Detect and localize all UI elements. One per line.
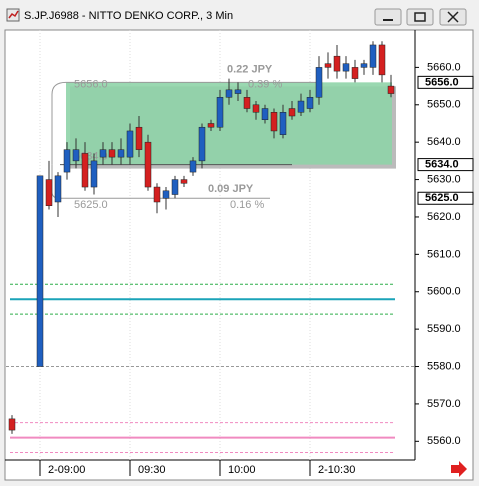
price-marker-label: 5634.0 xyxy=(425,159,459,171)
candle-body xyxy=(252,104,260,113)
y-tick-label: 5650.0 xyxy=(427,99,461,111)
candle-body xyxy=(378,44,386,76)
range-change: 0.22 JPY xyxy=(227,63,273,75)
candle-body xyxy=(270,112,278,132)
candle-body xyxy=(234,89,242,94)
price-marker-box xyxy=(417,158,474,172)
candle-body xyxy=(189,160,197,173)
candle-body xyxy=(72,149,80,162)
candle-body xyxy=(153,186,161,203)
candle-body xyxy=(324,63,332,68)
y-tick-label: 5560.0 xyxy=(427,435,461,447)
candle-body xyxy=(36,175,44,367)
ruler-label: 5625.0 xyxy=(74,199,108,211)
candle-body xyxy=(261,108,269,120)
x-tick-label: 2-09:00 xyxy=(48,464,85,476)
price-marker-box xyxy=(417,191,474,205)
price-marker-box xyxy=(417,75,474,89)
candle-body xyxy=(54,175,62,203)
y-tick-label: 5600.0 xyxy=(427,286,461,298)
candle-body xyxy=(279,112,287,135)
candle-body xyxy=(45,179,53,206)
app-icon-glyph xyxy=(8,10,19,19)
y-tick-label: 5630.0 xyxy=(427,173,461,185)
price-marker-label: 5656.0 xyxy=(425,76,459,88)
candle-body xyxy=(306,97,314,109)
candle-body xyxy=(162,190,170,199)
candle-body xyxy=(333,55,341,72)
candle-body xyxy=(216,97,224,128)
candle-body xyxy=(63,149,71,173)
candle-body xyxy=(198,126,206,162)
candle-body xyxy=(117,149,125,158)
maximize-button[interactable] xyxy=(406,8,434,26)
candle-body xyxy=(225,89,233,98)
candle-body xyxy=(135,126,143,150)
minimize-button[interactable] xyxy=(374,8,402,26)
candle-body xyxy=(126,130,134,158)
candle-body xyxy=(288,108,296,117)
x-tick-label: 10:00 xyxy=(228,464,256,476)
candle-body xyxy=(207,123,215,128)
candle-body xyxy=(387,85,395,94)
candle-body xyxy=(315,67,323,98)
maximize-icon xyxy=(414,12,426,22)
candle-body xyxy=(171,179,179,195)
ruler-percent: 0.16 % xyxy=(230,199,264,211)
candle-body xyxy=(360,63,368,68)
candle-body xyxy=(297,100,305,113)
scroll-arrow[interactable] xyxy=(451,461,467,477)
y-tick-label: 5570.0 xyxy=(427,398,461,410)
window-title: S.JP.J6988 - NITTO DENKO CORP., 3 Min xyxy=(24,10,233,22)
candle-body xyxy=(180,179,188,184)
candle-body xyxy=(8,418,16,431)
candle-body xyxy=(369,44,377,68)
candle-body xyxy=(144,141,152,188)
close-icon xyxy=(447,11,459,23)
y-tick-label: 5640.0 xyxy=(427,136,461,148)
plot: 5560.0 5570.0 5580.0 5590.0 5600.0 5610.0 5620… xyxy=(6,30,474,476)
y-tick-label: 5610.0 xyxy=(427,248,461,260)
range-high-label: 5656.0 xyxy=(74,78,108,90)
y-tick-label: 5580.0 xyxy=(427,360,461,372)
candle-body xyxy=(81,153,89,188)
candle-body xyxy=(108,149,116,158)
ruler-change: 0.09 JPY xyxy=(208,183,254,195)
y-tick-label: 5660.0 xyxy=(427,61,461,73)
candle-body xyxy=(243,97,251,109)
y-tick-label: 5620.0 xyxy=(427,211,461,223)
x-tick-label: 2-10:30 xyxy=(318,464,355,476)
x-tick-label: 09:30 xyxy=(138,464,166,476)
candle-body xyxy=(342,63,350,72)
range-bracket xyxy=(51,81,320,165)
candle-body xyxy=(351,67,359,79)
price-marker-label: 5625.0 xyxy=(425,192,459,204)
y-tick-label: 5590.0 xyxy=(427,323,461,335)
range-percent: 0.39 % xyxy=(248,78,282,90)
candle-body xyxy=(99,149,107,158)
candle-body xyxy=(90,160,98,188)
